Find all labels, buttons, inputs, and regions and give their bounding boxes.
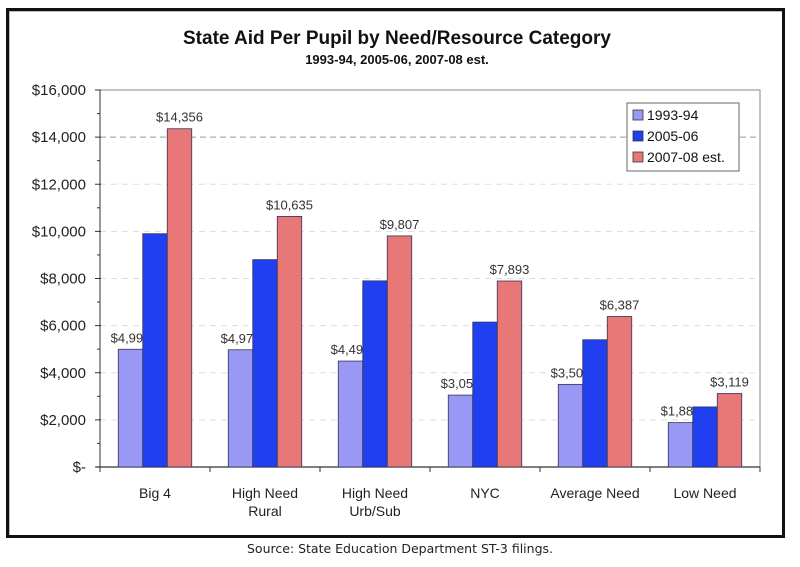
- data-label: $7,893: [490, 262, 530, 277]
- bar: [557, 383, 584, 468]
- y-tick-label: $12,000: [32, 176, 86, 193]
- data-label: $6,387: [600, 298, 640, 313]
- source-note: Source: State Education Department ST-3 …: [246, 541, 554, 556]
- bar: [142, 233, 168, 468]
- x-tick-label: High Need: [342, 485, 408, 501]
- legend-swatch: [632, 151, 644, 163]
- y-tick-label: $6,000: [40, 318, 86, 335]
- data-label: $4,496: [331, 342, 371, 357]
- data-label: $14,356: [156, 110, 203, 125]
- bar: [582, 339, 608, 468]
- x-tick-label: Low Need: [673, 485, 736, 501]
- x-tick-label: Urb/Sub: [349, 503, 401, 519]
- bar: [606, 316, 633, 468]
- legend: 1993-94 2005-06 2007-08 est.: [626, 102, 740, 172]
- bar: [276, 216, 303, 468]
- data-label: $9,807: [380, 217, 420, 232]
- data-label: $3,052: [441, 376, 481, 391]
- x-tick-label: NYC: [470, 485, 500, 501]
- bar: [692, 406, 718, 468]
- data-label: $10,635: [266, 197, 313, 212]
- x-tick-label: High Need: [232, 485, 298, 501]
- y-tick-label: $10,000: [32, 223, 86, 240]
- data-label: $3,119: [710, 375, 749, 390]
- bar: [667, 422, 694, 468]
- bar: [496, 280, 523, 468]
- x-tick-label: Rural: [248, 503, 281, 519]
- chart-title: State Aid Per Pupil by Need/Resource Cat…: [183, 28, 611, 49]
- y-tick-label: $14,000: [32, 129, 86, 146]
- data-label: $3,507: [551, 365, 591, 380]
- legend-label: 2007-08 est.: [647, 149, 725, 165]
- bar: [472, 321, 498, 468]
- bar: [227, 349, 254, 468]
- y-tick-label: $8,000: [40, 271, 86, 288]
- legend-swatch: [632, 109, 644, 121]
- bar: [716, 393, 743, 468]
- data-label: $4,975: [221, 331, 261, 346]
- bar: [386, 235, 413, 468]
- x-tick-label: Average Need: [550, 485, 639, 501]
- data-label: $4,997: [111, 330, 151, 345]
- legend-label: 2005-06: [647, 128, 699, 144]
- legend-label: 1993-94: [647, 107, 699, 123]
- bar: [166, 128, 193, 468]
- bar: [362, 280, 388, 468]
- bar: [447, 394, 474, 468]
- legend-box: [626, 102, 740, 172]
- bar: [337, 360, 364, 468]
- bar: [252, 259, 278, 468]
- y-tick-label: $4,000: [40, 365, 86, 382]
- chart-subtitle: 1993-94, 2005-06, 2007-08 est.: [305, 52, 489, 67]
- x-tick-label: Big 4: [139, 485, 171, 501]
- legend-swatch: [632, 130, 644, 142]
- bar: [117, 348, 144, 468]
- y-tick-label: $2,000: [40, 412, 86, 429]
- data-label: $1,883: [661, 404, 701, 419]
- y-tick-label: $-: [73, 459, 86, 476]
- y-tick-label: $16,000: [32, 82, 86, 99]
